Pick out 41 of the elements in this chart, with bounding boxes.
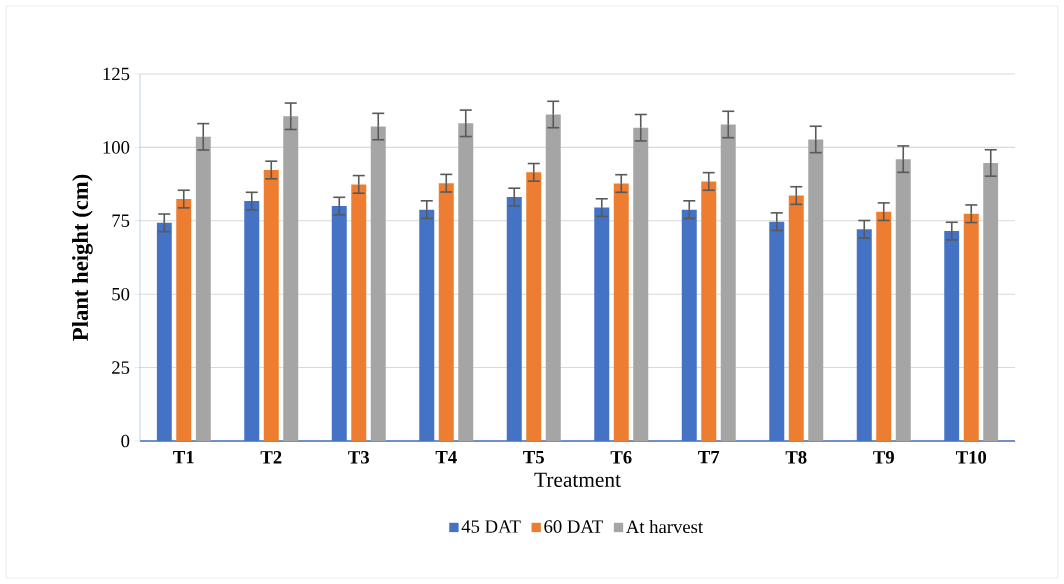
- bar: [633, 127, 649, 441]
- x-tick-label: T9: [873, 451, 894, 464]
- bar: [283, 116, 299, 441]
- x-tick-label: T6: [610, 451, 632, 464]
- x-tick-label: T8: [785, 451, 807, 464]
- y-axis-title: Plant height (cm): [72, 174, 93, 341]
- x-axis-title: Treatment: [534, 472, 621, 487]
- bar: [876, 211, 892, 441]
- x-tick-label: T1: [173, 451, 194, 464]
- bar: [545, 114, 561, 441]
- legend-label: At harvest: [626, 519, 703, 534]
- x-tick-label: T3: [348, 451, 370, 464]
- legend-label: 60 DAT: [544, 520, 603, 533]
- y-tick-label: 75: [112, 214, 130, 227]
- y-tick-label: 25: [112, 361, 130, 374]
- bar: [370, 126, 386, 441]
- bar: [701, 181, 717, 441]
- x-tick-label: T10: [955, 451, 987, 464]
- y-tick-label: 0: [121, 434, 130, 448]
- bar: [176, 199, 192, 441]
- bar: [195, 136, 211, 441]
- bar: [458, 123, 474, 441]
- bar: [788, 195, 804, 441]
- x-tick-label: T5: [523, 451, 544, 464]
- bar: [963, 213, 979, 441]
- x-tick-label: T7: [698, 451, 720, 464]
- y-tick-label: 50: [112, 287, 130, 301]
- bar: [526, 172, 542, 441]
- bar: [808, 139, 824, 441]
- x-tick-label: T4: [435, 451, 457, 464]
- bar: [438, 183, 454, 441]
- x-tick-label: T2: [260, 451, 282, 464]
- y-tick-label: 125: [103, 67, 130, 81]
- bar: [895, 159, 911, 441]
- bar: [263, 170, 279, 441]
- bar: [720, 124, 736, 441]
- legend-label: 45 DAT: [461, 520, 521, 533]
- bar: [983, 162, 999, 441]
- bar: [351, 184, 367, 441]
- bar: [613, 183, 629, 441]
- y-tick-label: 100: [103, 141, 130, 154]
